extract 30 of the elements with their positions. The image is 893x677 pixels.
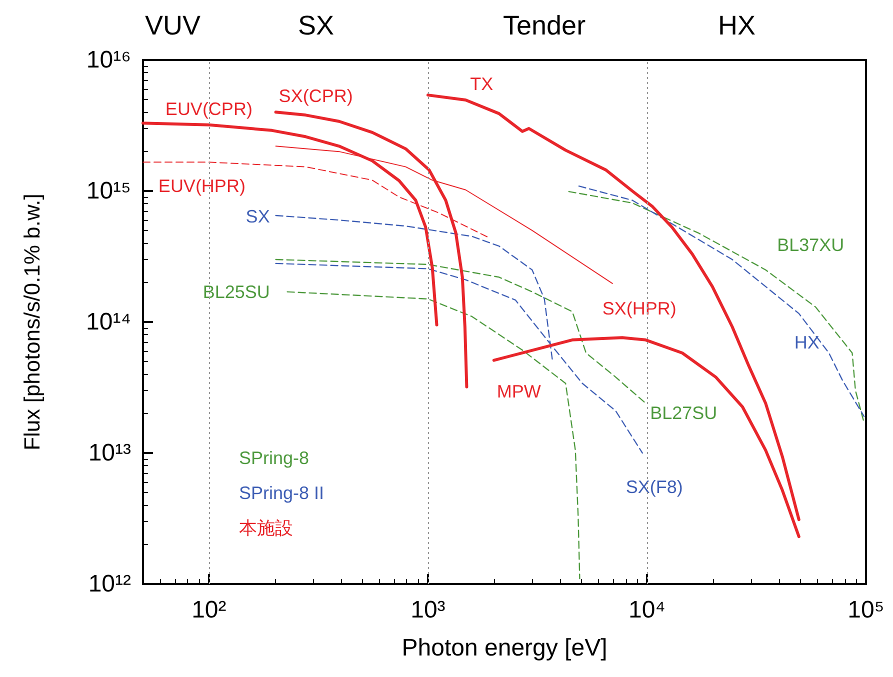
annotation: 本施設 [239,518,293,538]
x-tick-label: 10² [192,596,226,624]
y-tick-label: 10¹⁴ [86,308,131,336]
series-label: SX(CPR) [278,86,353,106]
text: VUV [145,10,201,40]
series-label: BL37XU [777,234,844,255]
series-label: EUV(CPR) [165,98,252,119]
x-tick-label: 10³ [410,596,446,624]
text: HX [718,10,756,40]
annotation: SPring-8 II [239,483,324,503]
x-axis-title: Photon energy [eV] [402,634,608,662]
series-label: BL27SU [650,403,718,424]
y-tick-label: 10¹³ [88,440,131,466]
annotation: SPring-8 [239,448,310,468]
y-axis-title: Flux [photons/s/0.1% b.w.] [20,194,44,450]
series-label: SX(HPR) [602,298,676,318]
text: Tender [503,10,586,40]
text: SX [298,10,334,40]
series-label: SX [246,206,270,227]
series-label: HX [794,332,820,353]
series-label: MPW [496,381,541,402]
y-tick-label: 10¹⁵ [86,178,131,204]
series-label: SX(F8) [626,477,683,497]
x-tick-label: 10⁴ [628,596,666,624]
series-label: TX [470,74,494,94]
series-label: BL25SU [202,282,270,302]
x-tick-label: 10⁵ [848,596,884,624]
y-tick-label: 10¹² [88,570,131,598]
series-label: EUV(HPR) [158,176,246,196]
y-tick-label: 10¹⁶ [86,46,131,74]
